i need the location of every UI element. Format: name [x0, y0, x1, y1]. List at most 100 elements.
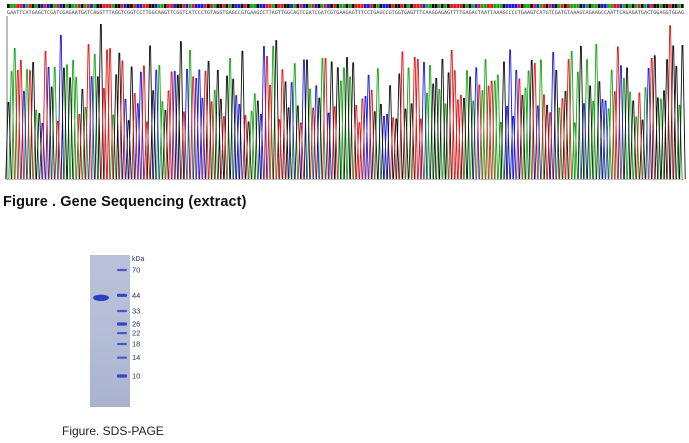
- base-quality-tick: [431, 4, 435, 8]
- base-quality-tick: [665, 4, 669, 8]
- base-quality-tick: [271, 4, 275, 8]
- base-quality-tick: [591, 4, 595, 8]
- base-quality-tick: [302, 4, 306, 8]
- base-quality-tick: [677, 4, 681, 8]
- base-quality-tick: [477, 4, 481, 8]
- base-quality-tick: [290, 4, 293, 8]
- base-quality-tick: [182, 4, 186, 8]
- base-quality-tick: [34, 4, 38, 8]
- base-quality-tick: [563, 4, 567, 8]
- base-quality-tick: [487, 4, 490, 8]
- base-quality-tick: [56, 4, 60, 8]
- base-quality-tick: [588, 4, 592, 8]
- base-quality-tick: [200, 4, 204, 8]
- base-quality-tick: [607, 4, 610, 8]
- base-quality-tick: [653, 4, 657, 8]
- base-quality-tick: [225, 4, 229, 8]
- base-quality-tick: [330, 4, 333, 8]
- base-quality-tick: [557, 4, 561, 8]
- base-quality-tick: [548, 4, 552, 8]
- base-quality-tick: [443, 4, 447, 8]
- base-quality-tick: [299, 4, 303, 8]
- base-quality-tick: [391, 4, 395, 8]
- base-quality-tick: [243, 4, 247, 8]
- base-quality-tick: [210, 4, 213, 8]
- base-quality-tick: [407, 4, 410, 8]
- base-quality-tick: [508, 4, 512, 8]
- base-quality-tick: [382, 4, 386, 8]
- base-quality-tick: [440, 4, 444, 8]
- base-quality-tick: [413, 4, 416, 8]
- base-quality-tick: [363, 4, 367, 8]
- base-quality-tick: [22, 4, 26, 8]
- base-quality-tick: [130, 4, 133, 8]
- base-quality-tick: [585, 4, 589, 8]
- base-quality-tick: [582, 4, 586, 8]
- base-quality-tick: [354, 4, 358, 8]
- ladder-band: [117, 293, 127, 297]
- base-quality-tick: [228, 4, 232, 8]
- base-quality-tick: [502, 4, 506, 8]
- base-quality-tick: [28, 4, 32, 8]
- base-quality-tick: [102, 4, 106, 8]
- base-quality-tick: [62, 4, 66, 8]
- base-quality-tick: [671, 4, 675, 8]
- base-quality-tick: [207, 4, 210, 8]
- base-quality-tick: [523, 4, 527, 8]
- ladder-band: [117, 322, 127, 326]
- ladder-band: [117, 356, 127, 359]
- base-quality-tick: [400, 4, 404, 8]
- base-quality-tick: [127, 4, 130, 8]
- ladder-band: [117, 342, 127, 346]
- sds-page-gel: kDa 70 44 33 26 22 18 14 10: [88, 255, 158, 407]
- base-quality-tick: [453, 4, 456, 8]
- base-quality-tick: [628, 4, 632, 8]
- base-quality-tick: [234, 4, 238, 8]
- base-quality-tick: [496, 4, 500, 8]
- base-quality-tick: [240, 4, 244, 8]
- base-quality-tick: [373, 4, 376, 8]
- base-quality-tick: [554, 4, 558, 8]
- base-quality-tick: [437, 4, 441, 8]
- base-quality-tick: [428, 4, 432, 8]
- base-quality-tick: [320, 4, 324, 8]
- base-quality-tick: [7, 4, 10, 8]
- base-quality-tick: [573, 4, 576, 8]
- base-quality-tick: [179, 4, 183, 8]
- base-quality-tick: [459, 4, 463, 8]
- base-quality-tick: [533, 4, 536, 8]
- base-quality-tick: [287, 4, 290, 8]
- base-quality-tick: [410, 4, 413, 8]
- ladder-label: 14: [132, 353, 140, 362]
- base-quality-tick: [379, 4, 383, 8]
- base-quality-tick: [10, 4, 13, 8]
- base-quality-tick: [231, 4, 235, 8]
- base-quality-tick: [114, 4, 118, 8]
- base-quality-tick: [247, 4, 250, 8]
- base-quality-tick: [345, 4, 349, 8]
- base-quality-tick: [450, 4, 453, 8]
- base-quality-tick: [74, 4, 78, 8]
- base-quality-tick: [336, 4, 340, 8]
- base-quality-tick: [348, 4, 352, 8]
- base-quality-tick: [539, 4, 543, 8]
- base-quality-tick: [505, 4, 509, 8]
- base-quality-tick: [327, 4, 330, 8]
- sample-band: [93, 294, 109, 301]
- base-quality-tick: [53, 4, 56, 8]
- base-quality-tick: [123, 4, 127, 8]
- base-quality-tick: [545, 4, 549, 8]
- base-quality-tick: [434, 4, 438, 8]
- base-quality-tick: [111, 4, 115, 8]
- base-quality-tick: [317, 4, 321, 8]
- base-quality-tick: [31, 4, 35, 8]
- base-quality-tick: [634, 4, 638, 8]
- base-quality-tick: [370, 4, 373, 8]
- base-sequence-text: GAATTCATGAGCTCGATCGAGAATGATCAGGTTTAGGTCG…: [7, 10, 685, 15]
- base-quality-tick: [465, 4, 469, 8]
- base-quality-tick: [625, 4, 629, 8]
- base-quality-tick: [145, 4, 149, 8]
- base-quality-tick: [394, 4, 398, 8]
